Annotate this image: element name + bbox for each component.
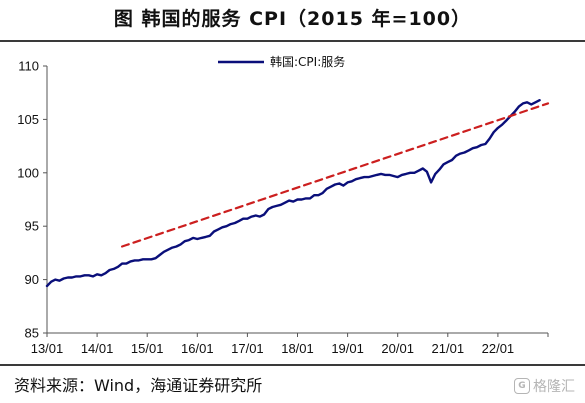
title-divider bbox=[0, 40, 585, 42]
y-tick-label: 90 bbox=[25, 272, 39, 287]
x-tick-label: 21/01 bbox=[432, 341, 465, 356]
source-note: 资料来源：Wind，海通证券研究所 bbox=[14, 376, 263, 395]
chart-legend: 韩国:CPI:服务 bbox=[218, 54, 345, 69]
footer-divider bbox=[0, 364, 585, 366]
y-tick-label: 110 bbox=[18, 59, 39, 74]
trend-line bbox=[120, 102, 550, 248]
chart-marks bbox=[45, 98, 550, 288]
x-tick-label: 20/01 bbox=[381, 341, 414, 356]
series-line bbox=[45, 98, 541, 288]
x-tick-label: 14/01 bbox=[81, 341, 114, 356]
watermark: G 格隆汇 bbox=[514, 376, 575, 396]
chart-axes: 85 90 95 100 105 110 13/01 14/01 15/01 16/01 17/01… bbox=[17, 59, 549, 356]
x-tick-label: 22/01 bbox=[482, 341, 515, 356]
watermark-text: 格隆汇 bbox=[533, 379, 575, 395]
x-tick-label: 18/01 bbox=[281, 341, 314, 356]
legend-label: 韩国:CPI:服务 bbox=[270, 54, 345, 69]
x-tick-label: 19/01 bbox=[331, 341, 364, 356]
x-tick-label: 17/01 bbox=[231, 341, 264, 356]
watermark-logo-icon: G bbox=[514, 378, 530, 394]
x-tick-label: 15/01 bbox=[131, 341, 164, 356]
page-title: 图 韩国的服务 CPI（2015 年=100） bbox=[113, 8, 472, 30]
x-tick-label: 16/01 bbox=[181, 341, 214, 356]
y-tick-label: 100 bbox=[17, 165, 39, 180]
y-tick-label: 95 bbox=[25, 219, 39, 234]
x-tick-label: 13/01 bbox=[31, 341, 64, 356]
y-tick-label: 105 bbox=[17, 112, 39, 127]
y-tick-label: 85 bbox=[25, 326, 39, 341]
